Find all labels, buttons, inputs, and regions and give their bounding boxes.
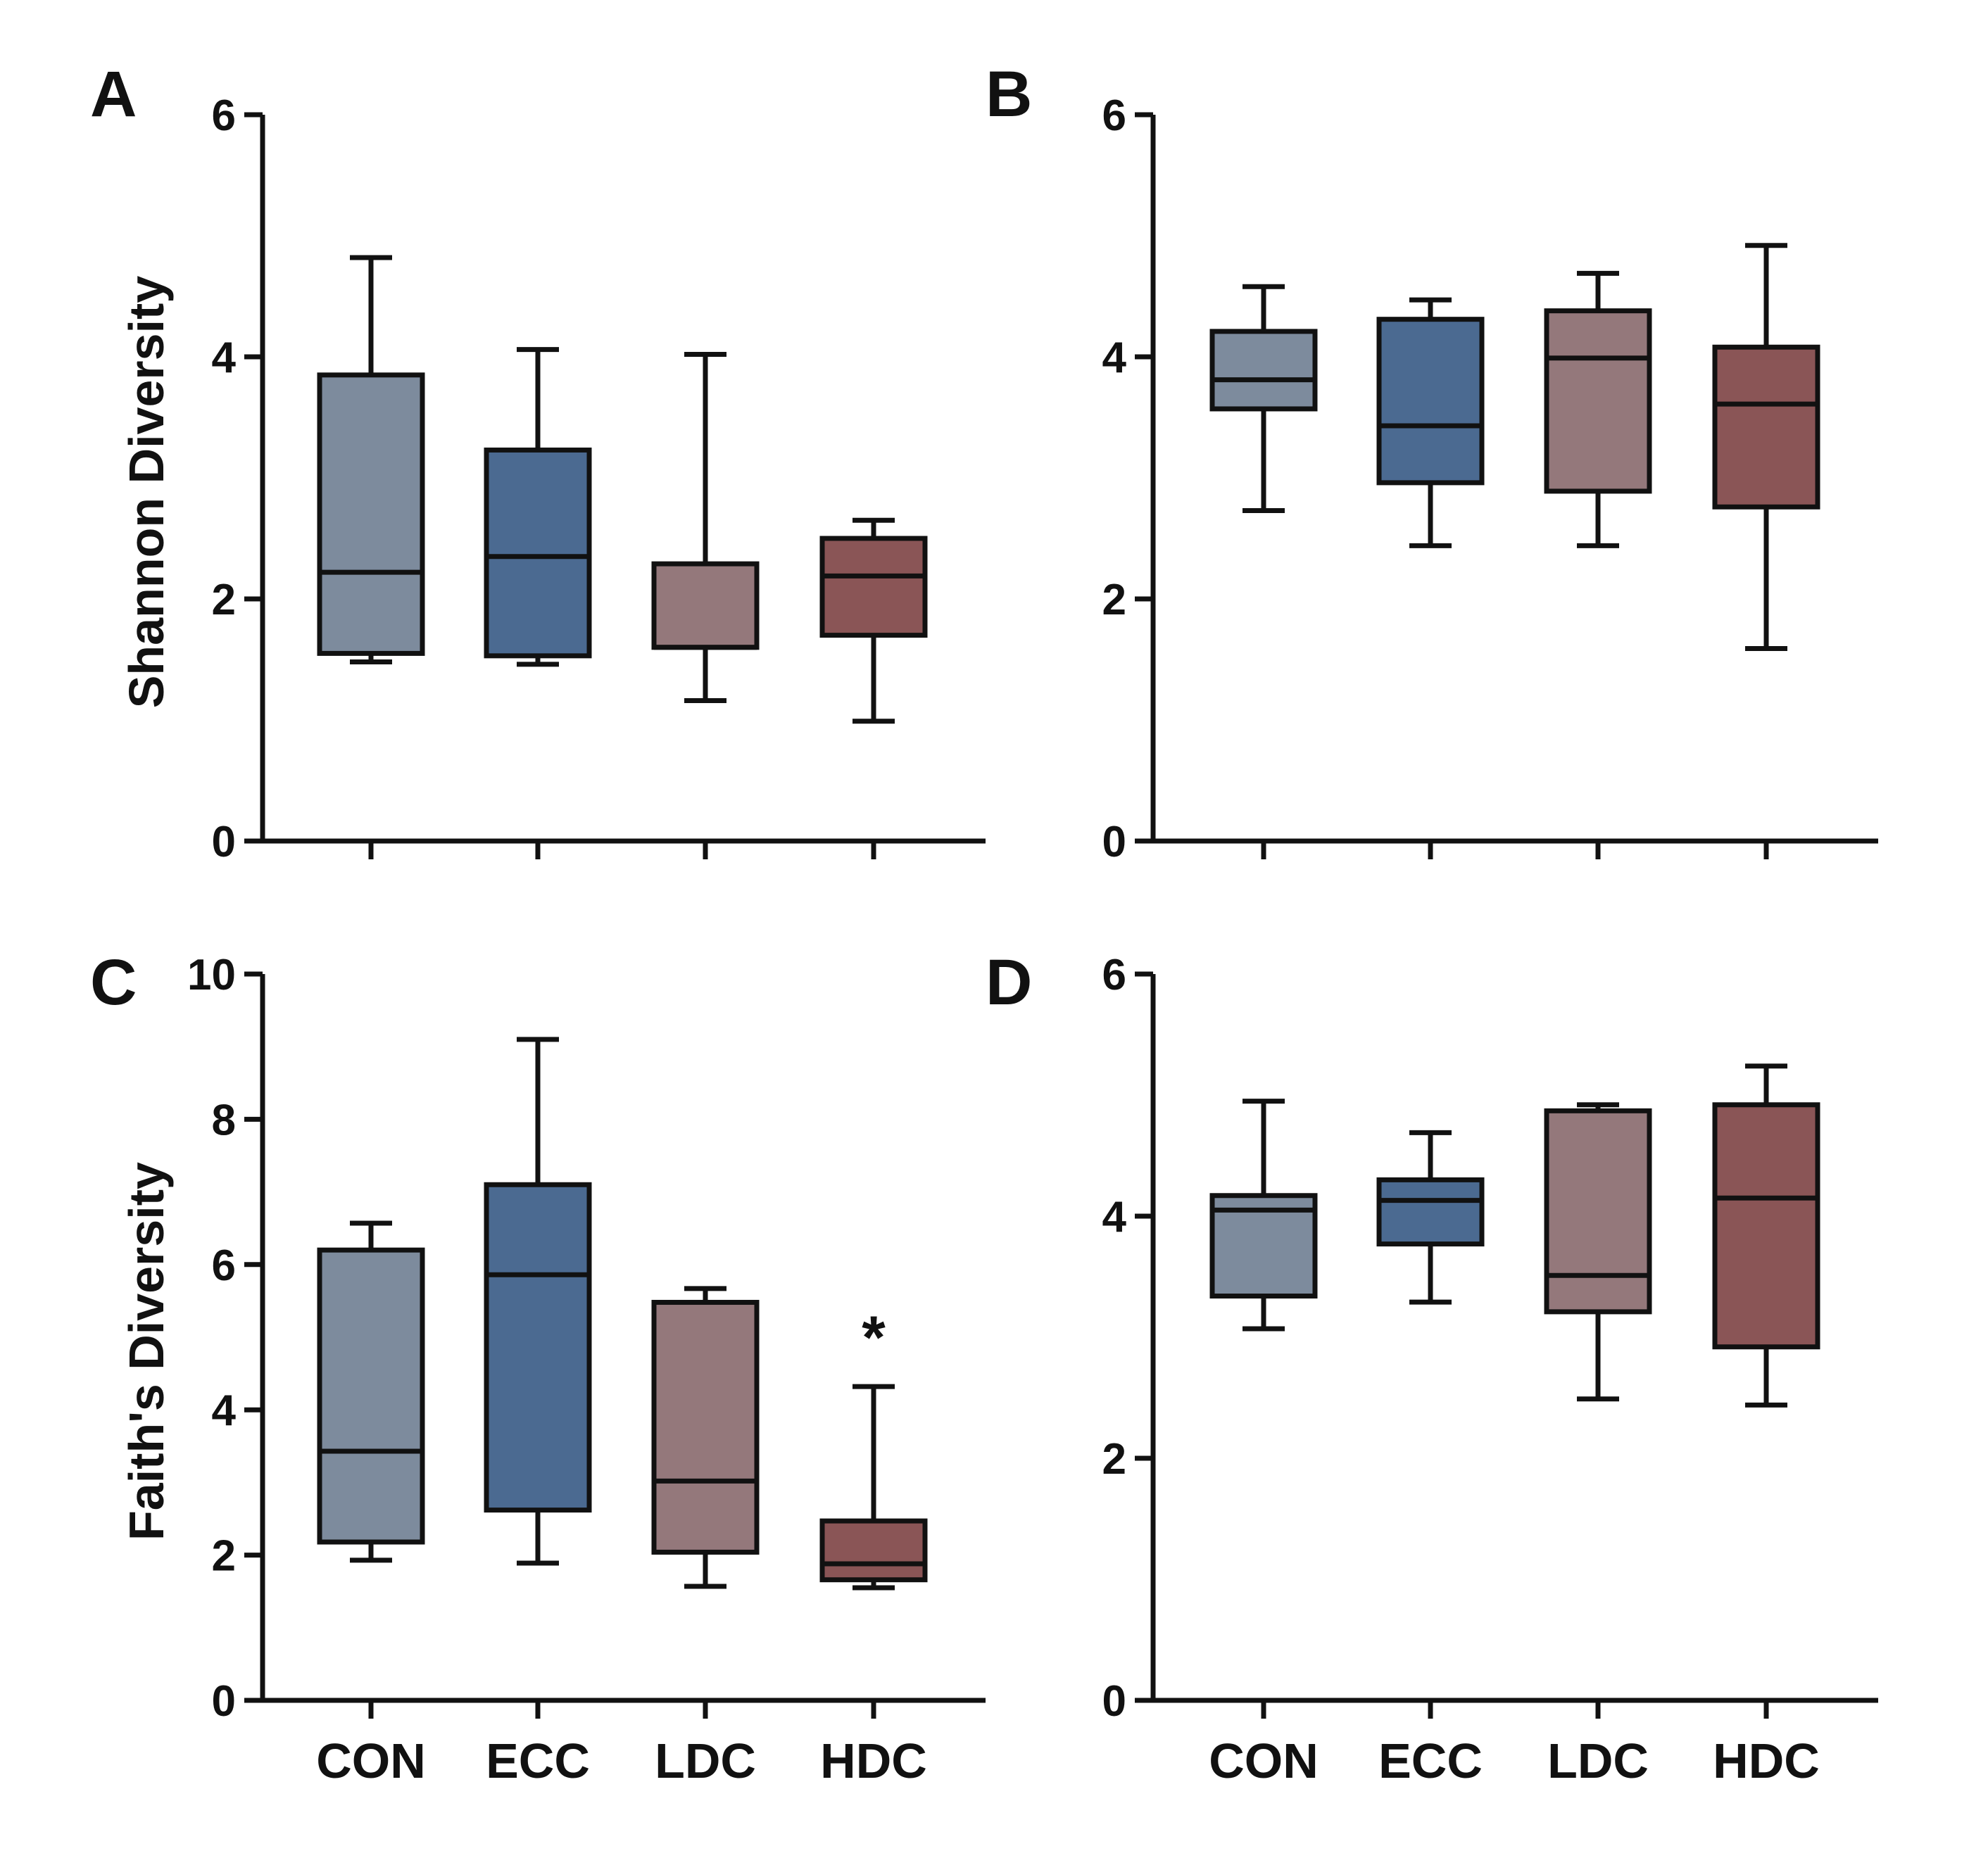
panel-a: A 0 2 4 6 Shannon Diversity bbox=[90, 58, 986, 866]
y-tick-label: 4 bbox=[1102, 1193, 1127, 1241]
box-con: CON bbox=[1209, 1099, 1319, 1788]
category-label: HDC bbox=[820, 1733, 927, 1788]
panel-letter: B bbox=[986, 58, 1032, 130]
panel-b: B 0 2 4 6 bbox=[986, 58, 1878, 866]
box-hdc bbox=[1712, 243, 1820, 859]
iqr-box bbox=[317, 1247, 425, 1545]
box-con bbox=[1209, 284, 1318, 859]
box-ecc: ECC bbox=[1376, 1130, 1485, 1788]
y-tick-label: 10 bbox=[187, 951, 236, 999]
y-tick-label: 6 bbox=[212, 1241, 236, 1290]
box-ecc bbox=[1376, 297, 1485, 859]
y-tick-label: 4 bbox=[212, 334, 237, 382]
iqr-box bbox=[1712, 344, 1820, 510]
y-tick-label: 6 bbox=[1102, 951, 1126, 999]
iqr-box bbox=[651, 561, 760, 650]
y-tick-label: 0 bbox=[1102, 1677, 1126, 1726]
y-tick-label: 0 bbox=[1102, 818, 1126, 866]
y-tick-label: 2 bbox=[1102, 1435, 1126, 1484]
box-hdc: HDC bbox=[1712, 1063, 1820, 1788]
y-tick-label: 4 bbox=[212, 1386, 237, 1435]
y-axis-label: Shannon Diversity bbox=[119, 276, 174, 709]
box-ldc: LDC bbox=[651, 1286, 760, 1788]
box-ecc: ECC bbox=[484, 1037, 592, 1788]
category-label: ECC bbox=[486, 1733, 590, 1788]
panel-c: C 0 2 4 6 8 10 Faith's Diversity CON ECC LDC HDC * bbox=[90, 947, 986, 1788]
iqr-box bbox=[1544, 1108, 1652, 1315]
box-ldc: LDC bbox=[1544, 1102, 1652, 1788]
iqr-box bbox=[651, 1299, 760, 1555]
category-label: LDC bbox=[655, 1733, 756, 1788]
box-ecc bbox=[484, 347, 592, 859]
y-tick-label: 6 bbox=[212, 91, 236, 140]
iqr-box bbox=[1376, 317, 1485, 486]
y-tick-label: 0 bbox=[212, 1677, 236, 1726]
panel-letter: A bbox=[90, 58, 137, 130]
significance-marker: * bbox=[862, 1304, 886, 1372]
box-hdc: HDC bbox=[819, 1384, 928, 1788]
iqr-box bbox=[484, 1182, 592, 1513]
category-label: ECC bbox=[1378, 1733, 1483, 1788]
iqr-box bbox=[819, 1518, 928, 1583]
y-tick-label: 6 bbox=[1102, 91, 1126, 140]
panel-d: D 0 2 4 6 CON ECC LDC HDC bbox=[986, 947, 1878, 1788]
y-tick-label: 4 bbox=[1102, 334, 1127, 382]
iqr-box bbox=[317, 372, 425, 656]
box-ldc bbox=[1544, 270, 1652, 859]
box-con: CON bbox=[316, 1220, 426, 1788]
iqr-box bbox=[1544, 308, 1652, 494]
iqr-box bbox=[484, 447, 592, 659]
iqr-box bbox=[1209, 329, 1318, 412]
category-label: HDC bbox=[1713, 1733, 1820, 1788]
y-tick-label: 0 bbox=[212, 818, 236, 866]
y-tick-label: 2 bbox=[212, 1532, 236, 1581]
iqr-box bbox=[1712, 1102, 1820, 1350]
box-hdc bbox=[819, 517, 928, 859]
y-tick-label: 2 bbox=[212, 576, 236, 624]
category-label: CON bbox=[316, 1733, 426, 1788]
y-axis-label: Faith's Diversity bbox=[119, 1162, 174, 1541]
category-label: LDC bbox=[1547, 1733, 1649, 1788]
box-con bbox=[317, 255, 425, 859]
iqr-box bbox=[1376, 1177, 1485, 1247]
box-ldc bbox=[651, 352, 760, 859]
category-label: CON bbox=[1209, 1733, 1319, 1788]
panel-letter: D bbox=[986, 947, 1032, 1018]
y-tick-label: 8 bbox=[212, 1096, 236, 1144]
y-tick-label: 2 bbox=[1102, 576, 1126, 624]
panel-letter: C bbox=[90, 947, 137, 1018]
iqr-box bbox=[819, 536, 928, 638]
